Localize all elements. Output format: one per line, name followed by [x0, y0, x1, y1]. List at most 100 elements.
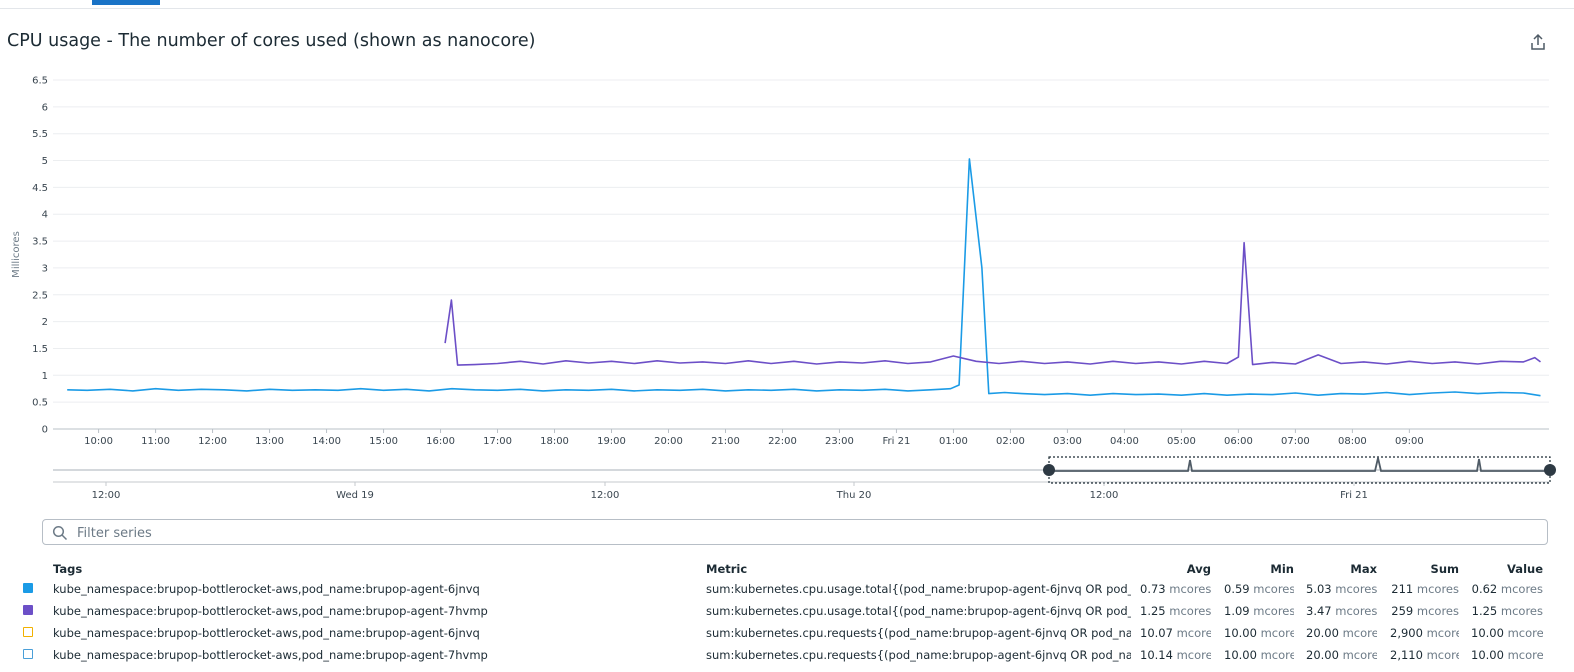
- legend-row[interactable]: kube_namespace:brupop-bottlerocket-aws,p…: [0, 600, 1574, 622]
- series-color-swatch[interactable]: [23, 583, 33, 593]
- metric-cell: sum:kubernetes.cpu.usage.total{(pod_name…: [706, 582, 1131, 596]
- x-tick-label: 17:00: [483, 436, 512, 447]
- tags-value: kube_namespace:brupop-bottlerocket-aws,p…: [53, 582, 480, 596]
- sum-value: 2,110: [1390, 648, 1423, 662]
- max-value: 20.00: [1306, 626, 1339, 640]
- overview-tick-label: Thu 20: [836, 490, 872, 501]
- sum-cell: 259 mcores: [1390, 604, 1459, 618]
- avg-column-header[interactable]: Avg: [1186, 562, 1211, 576]
- unit-label: mcores: [1331, 604, 1377, 618]
- tags-cell: kube_namespace:brupop-bottlerocket-aws,p…: [53, 604, 693, 618]
- value-value: 0.62: [1471, 582, 1498, 596]
- max-value: 5.03: [1306, 582, 1332, 596]
- max-cell: 20.00 mcores: [1306, 626, 1377, 640]
- unit-label: mcores: [1249, 582, 1294, 596]
- range-handle-right[interactable]: [1544, 464, 1556, 476]
- x-tick-label: 22:00: [768, 436, 797, 447]
- unit-label: mcores: [1165, 604, 1211, 618]
- x-tick-label: 23:00: [825, 436, 854, 447]
- y-tick-label: 3.5: [32, 237, 48, 248]
- x-tick-label: 11:00: [141, 436, 170, 447]
- unit-label: mcores: [1497, 582, 1543, 596]
- max-cell: 3.47 mcores: [1306, 604, 1377, 618]
- y-tick-label: 6: [42, 102, 48, 113]
- y-tick-label: 4.5: [32, 183, 48, 194]
- filter-series-field[interactable]: [42, 519, 1548, 545]
- unit-label: mcores: [1507, 648, 1543, 662]
- export-button[interactable]: [1527, 31, 1549, 53]
- y-tick-label: 1.5: [32, 344, 48, 355]
- y-tick-label: 1: [42, 371, 48, 382]
- tags-cell: kube_namespace:brupop-bottlerocket-aws,p…: [53, 626, 693, 640]
- avg-cell: 10.07 mcores: [1140, 626, 1211, 640]
- series-line-7hvmp[interactable]: [444, 241, 1541, 366]
- sum-cell: 211 mcores: [1390, 582, 1459, 596]
- avg-cell: 1.25 mcores: [1140, 604, 1211, 618]
- series-color-swatch[interactable]: [23, 627, 33, 637]
- unit-label: mcores: [1426, 626, 1459, 640]
- unit-label: mcores: [1165, 582, 1211, 596]
- sum-column-header[interactable]: Sum: [1430, 562, 1459, 576]
- x-tick-label: 12:00: [198, 436, 227, 447]
- max-value: 3.47: [1306, 604, 1332, 618]
- tags-column-header[interactable]: Tags: [53, 562, 83, 576]
- series-line-6jnvq[interactable]: [67, 158, 1541, 397]
- x-tick-label: 09:00: [1395, 436, 1424, 447]
- widget-title: CPU usage - The number of cores used (sh…: [7, 31, 536, 51]
- min-value: 1.09: [1224, 604, 1250, 618]
- range-handle-left[interactable]: [1043, 464, 1055, 476]
- min-value: 10.00: [1224, 648, 1257, 662]
- sum-cell: 2,900 mcores: [1390, 626, 1459, 640]
- avg-value: 10.07: [1140, 626, 1173, 640]
- value-column-header[interactable]: Value: [1507, 562, 1543, 576]
- metric-value: sum:kubernetes.cpu.usage.total{(pod_name…: [706, 604, 1131, 618]
- y-tick-label: 0.5: [32, 398, 48, 409]
- x-tick-label: 21:00: [711, 436, 740, 447]
- min-value: 0.59: [1224, 582, 1250, 596]
- tags-cell: kube_namespace:brupop-bottlerocket-aws,p…: [53, 582, 693, 596]
- metric-cell: sum:kubernetes.cpu.usage.total{(pod_name…: [706, 604, 1131, 618]
- x-tick-label: 04:00: [1110, 436, 1139, 447]
- series-color-swatch[interactable]: [23, 649, 33, 659]
- sum-value: 2,900: [1390, 626, 1423, 640]
- max-column-header[interactable]: Max: [1350, 562, 1377, 576]
- metric-cell: sum:kubernetes.cpu.requests{(pod_name:br…: [706, 626, 1131, 640]
- x-tick-label: 08:00: [1338, 436, 1367, 447]
- min-cell: 1.09 mcores: [1224, 604, 1294, 618]
- x-tick-label: 18:00: [540, 436, 569, 447]
- avg-cell: 0.73 mcores: [1140, 582, 1211, 596]
- overview-tick-label: Wed 19: [336, 490, 374, 501]
- tags-cell: kube_namespace:brupop-bottlerocket-aws,p…: [53, 648, 693, 662]
- avg-value: 0.73: [1140, 582, 1166, 596]
- metric-value: sum:kubernetes.cpu.requests{(pod_name:br…: [706, 626, 1131, 640]
- unit-label: mcores: [1260, 648, 1294, 662]
- y-tick-label: 6.5: [32, 76, 48, 87]
- tab-bar: [0, 0, 1574, 9]
- x-tick-label: 13:00: [255, 436, 284, 447]
- unit-label: mcores: [1260, 626, 1294, 640]
- unit-label: mcores: [1176, 626, 1211, 640]
- metric-column-header[interactable]: Metric: [706, 562, 748, 576]
- metric-value: sum:kubernetes.cpu.usage.total{(pod_name…: [706, 582, 1131, 596]
- filter-series-input[interactable]: [75, 522, 1539, 544]
- legend-row[interactable]: kube_namespace:brupop-bottlerocket-aws,p…: [0, 622, 1574, 644]
- tags-value: kube_namespace:brupop-bottlerocket-aws,p…: [53, 626, 480, 640]
- x-tick-label: 20:00: [654, 436, 683, 447]
- series-color-swatch[interactable]: [23, 605, 33, 615]
- min-column-header[interactable]: Min: [1270, 562, 1294, 576]
- unit-label: mcores: [1426, 648, 1459, 662]
- search-icon: [52, 525, 68, 541]
- unit-label: mcores: [1249, 604, 1294, 618]
- max-cell: 20.00 mcores: [1306, 648, 1377, 662]
- active-tab-indicator[interactable]: [92, 0, 160, 5]
- x-tick-label: 19:00: [597, 436, 626, 447]
- legend-header: Tags Metric Avg Min Max Sum Value: [0, 558, 1574, 580]
- min-value: 10.00: [1224, 626, 1257, 640]
- legend-row[interactable]: kube_namespace:brupop-bottlerocket-aws,p…: [0, 644, 1574, 666]
- tags-value: kube_namespace:brupop-bottlerocket-aws,p…: [53, 604, 488, 618]
- metric-value: sum:kubernetes.cpu.requests{(pod_name:br…: [706, 648, 1131, 662]
- x-tick-label: 05:00: [1167, 436, 1196, 447]
- timeseries-chart[interactable]: 0 0.5 1 1.5 2 2.5 3 3.5 4 4.5 5 5.5 6 6.5 Millicores 10…: [0, 60, 1574, 515]
- y-tick-label: 0: [42, 425, 48, 436]
- legend-row[interactable]: kube_namespace:brupop-bottlerocket-aws,p…: [0, 578, 1574, 600]
